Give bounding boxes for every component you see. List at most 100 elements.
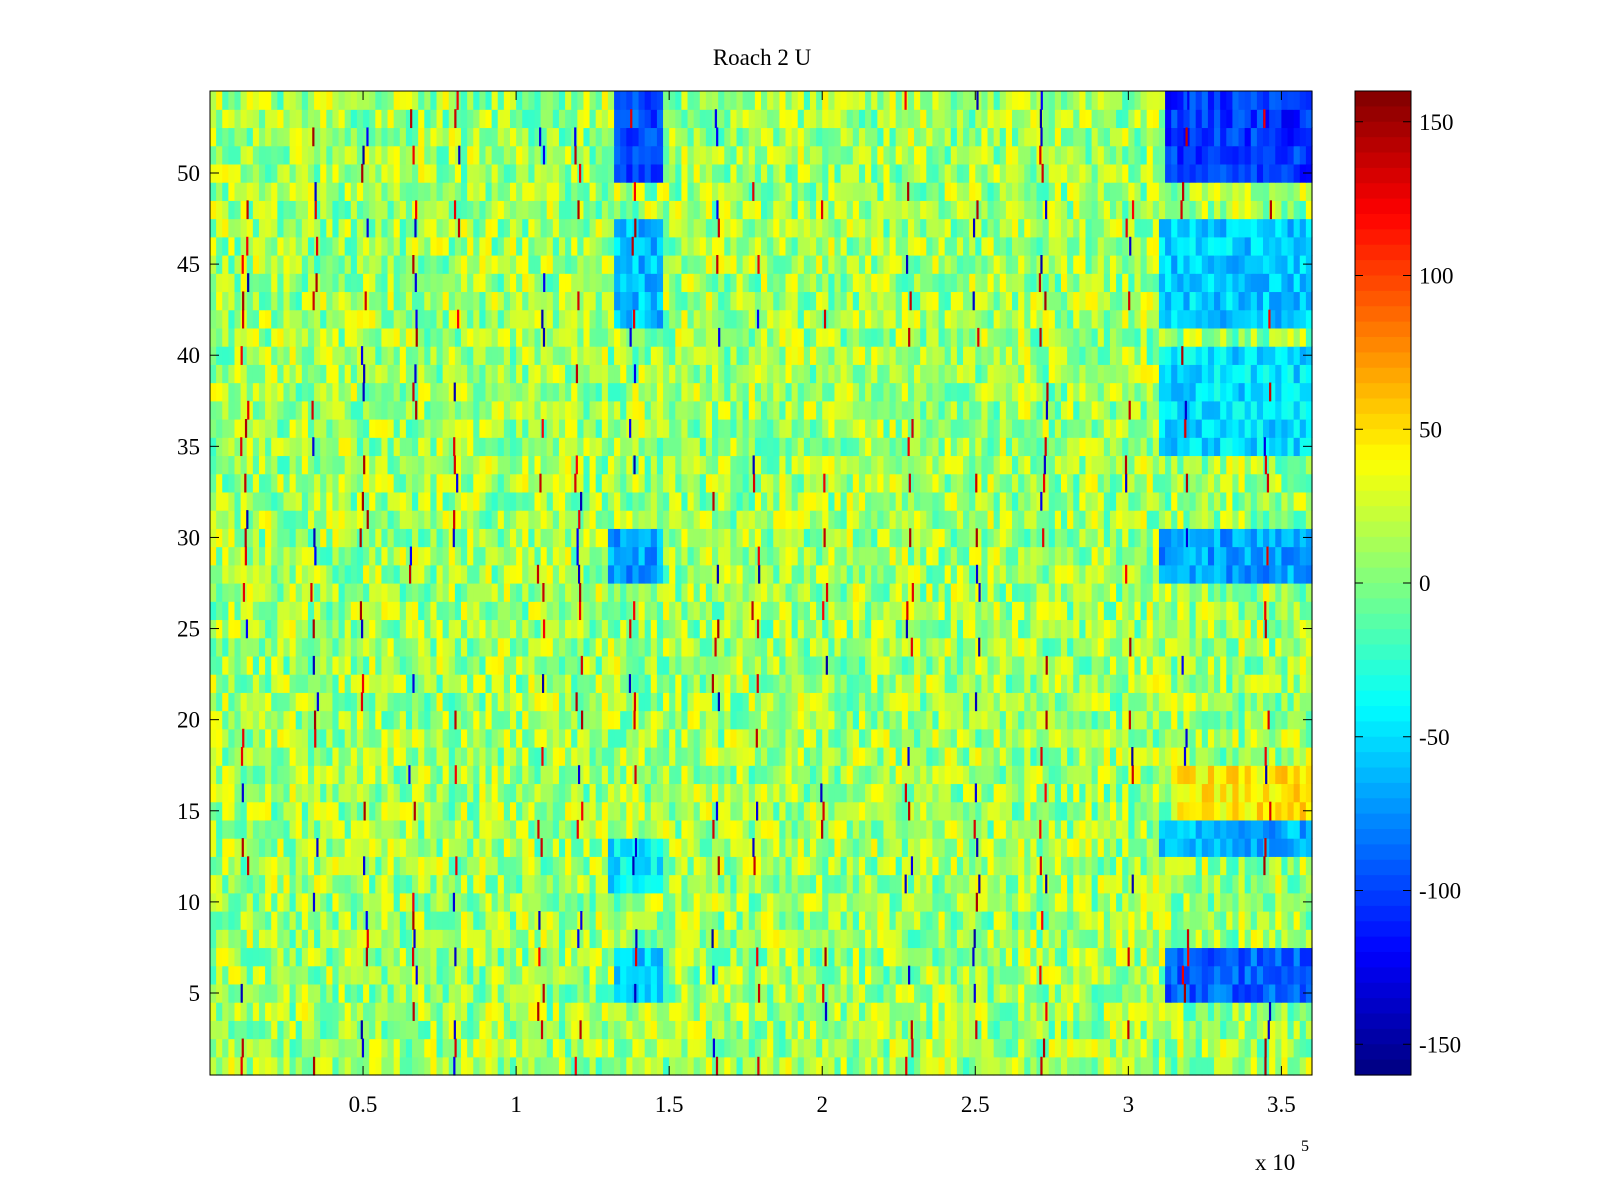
heatmap-cell [448, 929, 456, 949]
heatmap-cell [901, 710, 909, 730]
heatmap-cell [730, 674, 738, 693]
heatmap-cell [761, 747, 768, 766]
heatmap-cell [1183, 655, 1191, 675]
heatmap-cell [969, 819, 976, 839]
heatmap-cell [228, 674, 236, 693]
heatmap-cell [1226, 783, 1234, 803]
heatmap-cell [1005, 838, 1013, 857]
heatmap-cell [552, 929, 560, 949]
heatmap-cell [295, 983, 303, 1003]
heatmap-cell [1171, 674, 1178, 693]
heatmap-cell [350, 1002, 358, 1021]
heatmap-cell [675, 856, 683, 876]
heatmap-cell [803, 655, 811, 675]
heatmap-cell [1207, 929, 1215, 949]
heatmap-cell [1042, 801, 1050, 821]
heatmap-cell [479, 765, 487, 785]
heatmap-cell [479, 947, 487, 967]
heatmap-cell [742, 747, 750, 766]
heatmap-cell [730, 601, 738, 621]
heatmap-cell [326, 601, 334, 621]
heatmap-cell [571, 874, 578, 894]
heatmap-cell [644, 783, 652, 803]
heatmap-cell [607, 947, 615, 967]
heatmap-cell [1103, 1002, 1111, 1021]
heatmap-cell [920, 929, 927, 949]
heatmap-cell [1220, 637, 1227, 657]
heatmap-cell [1079, 819, 1087, 839]
heatmap-cell [1269, 728, 1276, 748]
heatmap-cell [369, 655, 376, 675]
heatmap-cell [320, 710, 327, 730]
heatmap-cell [791, 765, 799, 785]
heatmap-cell [418, 1020, 425, 1040]
heatmap-cell [1226, 692, 1234, 712]
heatmap-cell [767, 747, 774, 766]
heatmap-cell [840, 728, 848, 748]
heatmap-cell [1177, 783, 1185, 803]
heatmap-cell [424, 874, 431, 894]
heatmap-cell [467, 710, 474, 730]
heatmap-cell [1299, 1038, 1307, 1058]
heatmap-cell [522, 929, 529, 949]
heatmap-cell [1287, 674, 1295, 693]
heatmap-cell [497, 1020, 505, 1040]
heatmap-cell [779, 1002, 787, 1021]
heatmap-cell [283, 674, 291, 693]
heatmap-cell [883, 583, 891, 602]
heatmap-cell [1140, 911, 1148, 930]
heatmap-cell [754, 1020, 762, 1040]
heatmap-cell [405, 965, 413, 985]
heatmap-cell [393, 947, 401, 967]
heatmap-cell [418, 710, 425, 730]
heatmap-cell [1024, 619, 1031, 639]
heatmap-cell [356, 637, 364, 657]
heatmap-cell [1128, 947, 1136, 967]
heatmap-cell [1091, 965, 1099, 985]
heatmap-cell [1048, 947, 1056, 967]
heatmap-cell [565, 1002, 572, 1021]
heatmap-cell [705, 856, 713, 876]
heatmap-cell [1171, 619, 1178, 639]
heatmap-cell [1256, 911, 1264, 930]
heatmap-cell [889, 655, 897, 675]
heatmap-cell [424, 710, 431, 730]
heatmap-cell [724, 838, 731, 857]
heatmap-cell [614, 783, 621, 803]
heatmap-cell [356, 765, 364, 785]
heatmap-cell [1244, 1038, 1252, 1058]
heatmap-cell [699, 674, 707, 693]
heatmap-cell [938, 983, 946, 1003]
heatmap-cell [344, 765, 352, 785]
heatmap-cell [375, 674, 383, 693]
heatmap-cell [1091, 1038, 1099, 1058]
heatmap-cell [1048, 655, 1056, 675]
heatmap-cell [363, 564, 370, 584]
heatmap-cell [797, 583, 805, 602]
heatmap-cell [693, 674, 701, 693]
heatmap-cell [1018, 619, 1025, 639]
heatmap-cell [993, 601, 1001, 621]
heatmap-cell [301, 1002, 309, 1021]
heatmap-cell [1103, 801, 1111, 821]
heatmap-cell [1109, 1002, 1117, 1021]
heatmap-cell [565, 965, 572, 985]
heatmap-cell [338, 601, 346, 621]
heatmap-cell [583, 765, 591, 785]
heatmap-cell [540, 819, 548, 839]
heatmap-cell [497, 892, 505, 912]
heatmap-cell [736, 710, 744, 730]
heatmap-cell [1018, 637, 1025, 657]
heatmap-cell [693, 911, 701, 930]
heatmap-cell [975, 728, 982, 748]
heatmap-cell [595, 801, 603, 821]
heatmap-cell [693, 692, 701, 712]
heatmap-cell [289, 747, 297, 766]
heatmap-cell [773, 765, 780, 785]
heatmap-cell [981, 819, 989, 839]
heatmap-cell [320, 564, 327, 584]
heatmap-cell [663, 728, 670, 748]
heatmap-cell [803, 601, 811, 621]
heatmap-cell [234, 965, 242, 985]
heatmap-cell [1189, 838, 1197, 857]
